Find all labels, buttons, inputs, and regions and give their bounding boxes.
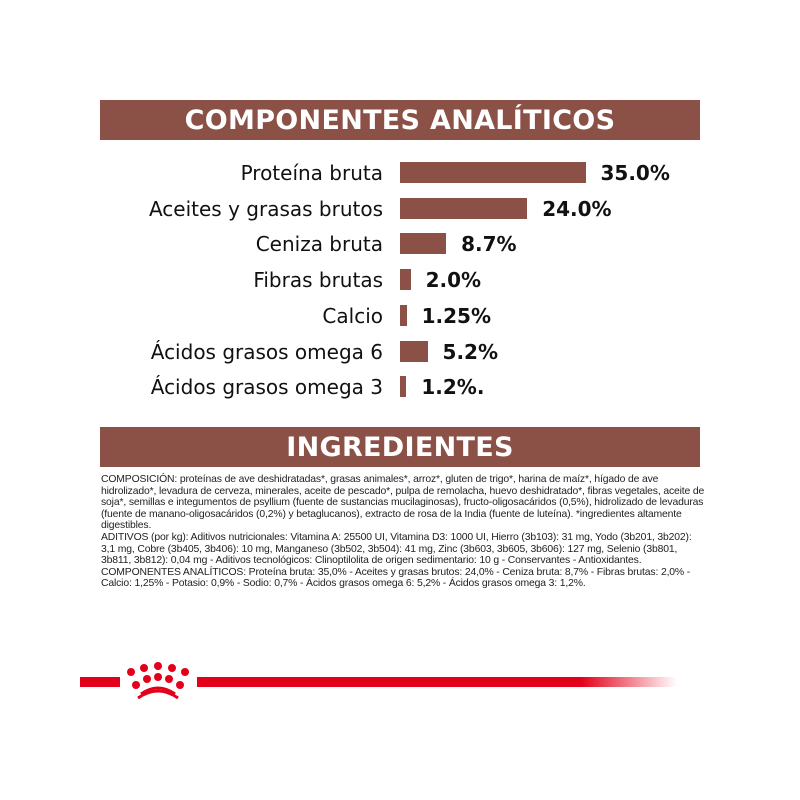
- analytics-title: COMPONENTES ANALÍTICOS: [184, 104, 616, 136]
- component-value: 1.25%: [421, 303, 492, 328]
- component-bar: [400, 197, 528, 219]
- red-line-left: [80, 677, 120, 687]
- component-value: 5.2%: [442, 339, 499, 364]
- component-label: Proteína bruta: [240, 161, 383, 185]
- component-label: Calcio: [322, 303, 383, 328]
- component-value: 24.0%: [542, 196, 612, 221]
- analytical-text: COMPONENTES ANALÍTICOS: Proteína bruta: …: [101, 566, 691, 590]
- ingredients-text: COMPOSICIÓN: proteínas de ave deshidrata…: [101, 474, 705, 590]
- component-value: 1.2%.: [421, 375, 485, 400]
- component-value: 8.7%: [461, 232, 517, 257]
- component-bar: [400, 162, 586, 183]
- component-label: Aceites y grasas brutos: [148, 196, 383, 221]
- additives-text: ADITIVOS (por kg): Aditivos nutricionale…: [101, 531, 692, 567]
- analytics-row: Proteína bruta 35.0%: [0, 156, 800, 192]
- component-bar: [400, 376, 407, 398]
- ingredients-header: INGREDIENTES: [100, 427, 700, 467]
- component-bar: [400, 304, 407, 326]
- analytics-row: Aceites y grasas brutos 24.0%: [0, 192, 800, 228]
- analytics-header: COMPONENTES ANALÍTICOS: [100, 100, 700, 140]
- composition-text: COMPOSICIÓN: proteínas de ave deshidrata…: [101, 474, 705, 532]
- royal-canin-crown-icon: [127, 662, 189, 700]
- component-bar: [400, 233, 447, 255]
- analytics-row: Ceniza bruta 8.7%: [0, 227, 800, 263]
- analytics-row: Calcio 1.25%: [0, 299, 800, 335]
- component-label: Ceniza bruta: [255, 232, 383, 257]
- component-bar: [400, 269, 411, 291]
- component-label: Ácidos grasos omega 3: [150, 375, 383, 400]
- component-label: Ácidos grasos omega 6: [150, 339, 383, 364]
- component-bar: [400, 340, 428, 362]
- analytics-row: Fibras brutas 2.0%: [0, 263, 800, 299]
- component-label: Fibras brutas: [253, 268, 383, 293]
- analytics-row: Ácidos grasos omega 6 5.2%: [0, 335, 800, 371]
- royal-canin-footer: [80, 662, 677, 700]
- component-value: 35.0%: [600, 161, 670, 185]
- ingredients-title: INGREDIENTES: [286, 431, 514, 463]
- analytics-row: Ácidos grasos omega 3 1.2%.: [0, 370, 800, 406]
- red-line-right: [197, 677, 677, 687]
- component-value: 2.0%: [425, 268, 482, 293]
